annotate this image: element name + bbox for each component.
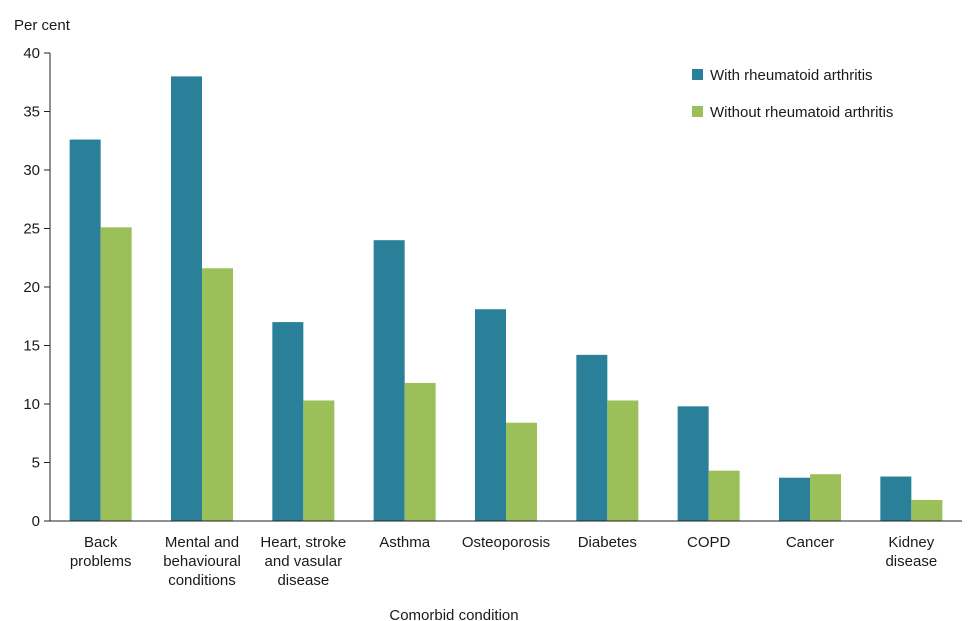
x-axis: Back problems Mental and behavioural conditi… [50,520,962,589]
y-axis-title: Per cent [14,17,71,34]
y-axis: 0 5 10 15 20 25 30 35 40 [23,45,51,530]
legend-label: Without rheumatoid arthritis [710,104,893,121]
x-tick-label-line: behavioural [163,553,241,570]
bar-with-ra [880,476,912,521]
x-tick-label-line: Mental and [165,534,239,551]
bar-with-ra [677,406,709,521]
bar-with-ra [373,240,405,521]
bar-with-ra [779,477,810,521]
bar-with-ra [69,139,101,521]
y-tick-label: 35 [23,104,40,121]
y-tick-label: 0 [32,513,40,530]
x-tick-label: Back problems [70,534,132,570]
x-tick-label: Heart, stroke and vasular disease [260,534,346,589]
legend-swatch [692,106,703,117]
x-tick-label-line: Kidney [888,534,934,551]
legend-swatch [692,69,703,80]
x-tick-label-line: disease [277,572,329,589]
y-tick-label: 25 [23,221,40,238]
y-tick-label: 10 [23,396,40,413]
bar-without-ra [202,268,233,521]
legend: With rheumatoid arthritis Without rheumat… [692,67,893,121]
x-tick-label-line: disease [885,553,937,570]
bars [69,76,943,522]
x-tick-label: Osteoporosis [462,534,550,551]
y-tick-label: 15 [23,338,40,355]
x-tick-label-line: Heart, stroke [260,534,346,551]
x-tick-label-line: conditions [168,572,236,589]
bar-with-ra [272,322,304,521]
bar-without-ra [100,227,132,521]
bar-without-ra [911,499,943,521]
x-tick-label-line: Osteoporosis [462,534,550,551]
x-tick-label: Kidney disease [885,534,937,570]
bar-without-ra [404,382,436,521]
y-tick-label: 30 [23,162,40,179]
legend-label: With rheumatoid arthritis [710,67,873,84]
x-tick-label-line: Asthma [379,534,431,551]
y-tick-label: 5 [32,455,40,472]
y-tick-label: 40 [23,45,40,62]
x-tick-label-line: COPD [687,534,731,551]
bar-without-ra [708,470,740,521]
x-tick-label: Asthma [379,534,431,551]
bar-with-ra [576,354,608,521]
x-tick-label-line: Diabetes [578,534,637,551]
x-tick-label: COPD [687,534,731,551]
x-tick-label-line: Back [84,534,118,551]
bar-without-ra [506,422,537,521]
y-tick-label: 20 [23,279,40,296]
bar-without-ra [607,400,639,521]
bar-with-ra [475,309,506,521]
x-axis-title: Comorbid condition [389,607,518,621]
x-tick-label-line: and vasular [265,553,343,570]
x-tick-label: Diabetes [578,534,637,551]
x-tick-label: Mental and behavioural conditions [163,534,241,589]
x-tick-label-line: Cancer [786,534,834,551]
bar-without-ra [303,400,335,521]
bar-without-ra [810,474,841,521]
bar-with-ra [171,76,202,522]
x-tick-label: Cancer [786,534,834,551]
x-tick-label-line: problems [70,553,132,570]
